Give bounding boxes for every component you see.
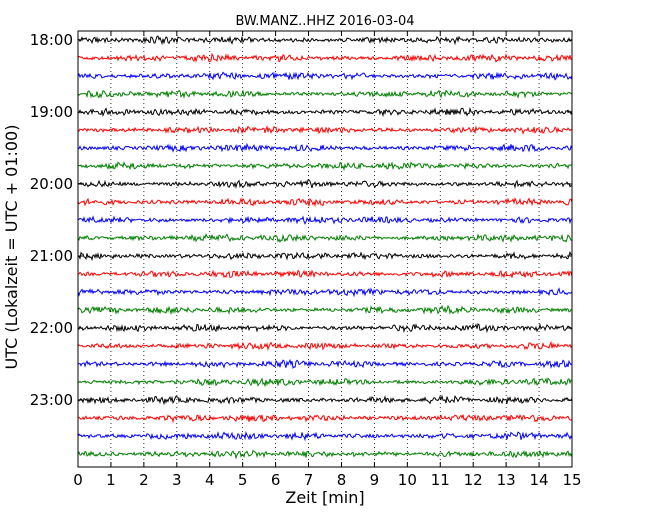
seismic-trace	[77, 377, 573, 388]
x-tick-label: 15	[562, 471, 581, 489]
grid-layer	[110, 31, 540, 467]
y-axis: 18:00 19:00 20:00 21:00 22:00 23:00	[30, 31, 572, 409]
y-axis-label: UTC (Lokalzeit = UTC + 01:00)	[2, 125, 21, 370]
y-tick-label: 20:00	[30, 175, 73, 193]
chart-title: BW.MANZ..HHZ 2016-03-04	[235, 14, 414, 29]
seismic-trace	[77, 413, 573, 424]
seismic-trace	[77, 304, 573, 316]
x-tick-label: 14	[530, 471, 549, 489]
seismic-trace	[77, 394, 573, 406]
x-tick-label: 6	[271, 471, 281, 489]
seismic-trace	[77, 106, 573, 118]
seismic-trace	[77, 322, 573, 334]
seismic-trace	[77, 215, 573, 225]
seismic-trace	[77, 179, 573, 190]
x-tick-label: 1	[106, 471, 116, 489]
x-axis: 0 1 2 3 4 5 6 7 8 9 10 11 12 13 14 15	[73, 31, 582, 489]
seismic-trace	[77, 287, 573, 298]
seismic-trace	[77, 269, 573, 279]
x-tick-label: 9	[370, 471, 380, 489]
seismic-trace	[77, 125, 573, 135]
x-tick-label: 2	[139, 471, 149, 489]
seismic-trace	[77, 197, 573, 208]
seismic-trace	[77, 71, 573, 81]
x-tick-label: 13	[497, 471, 516, 489]
seismic-trace	[77, 358, 573, 370]
x-tick-label: 0	[73, 471, 83, 489]
y-tick-label: 19:00	[30, 103, 73, 121]
x-tick-label: 5	[238, 471, 248, 489]
seismic-trace	[77, 52, 573, 63]
seismic-trace	[77, 142, 573, 153]
seismic-trace	[77, 449, 573, 460]
y-tick-label: 21:00	[30, 247, 73, 265]
seismic-trace	[77, 161, 573, 172]
x-tick-label: 12	[464, 471, 483, 489]
x-tick-label: 4	[205, 471, 215, 489]
plot-frame	[77, 30, 573, 468]
seismic-trace	[77, 250, 573, 262]
seismic-trace	[77, 89, 573, 99]
seismic-trace	[77, 233, 573, 244]
x-tick-label: 3	[172, 471, 182, 489]
x-tick-label: 8	[337, 471, 347, 489]
x-tick-label: 10	[398, 471, 417, 489]
seismic-trace	[77, 35, 573, 46]
seismic-trace	[77, 341, 573, 351]
y-tick-label: 23:00	[30, 391, 73, 409]
x-tick-label: 7	[304, 471, 314, 489]
y-tick-label: 22:00	[30, 319, 73, 337]
seismic-trace	[77, 430, 573, 442]
x-tick-label: 11	[431, 471, 450, 489]
trace-layer	[77, 35, 573, 460]
x-axis-label: Zeit [min]	[285, 488, 364, 507]
y-tick-label: 18:00	[30, 31, 73, 49]
